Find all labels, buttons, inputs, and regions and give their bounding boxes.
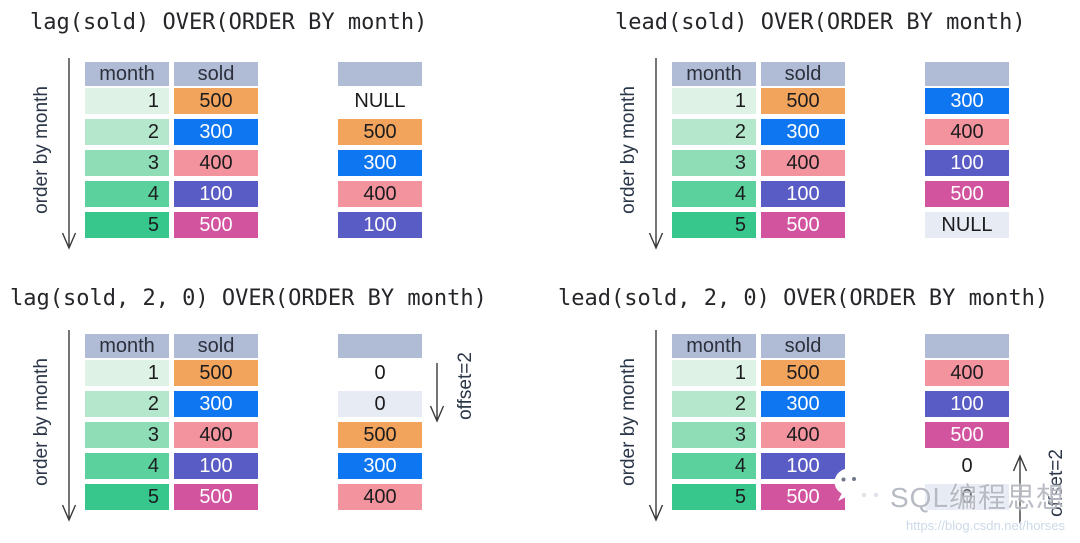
result-cell: 0 (961, 455, 973, 477)
sold-cell: 500 (761, 212, 845, 238)
result-cell: 400 (925, 360, 1009, 386)
panel-title: lead(sold) OVER(ORDER BY month) (615, 10, 1026, 35)
month-cell: 1 (672, 360, 756, 386)
sold-cell: 400 (174, 422, 258, 448)
sold-cell: 500 (761, 484, 845, 510)
month-cell: 5 (85, 212, 169, 238)
month-cell: 3 (672, 150, 756, 176)
month-cell: 1 (85, 88, 169, 114)
wechat-icon (834, 468, 888, 520)
order-by-month-label: order by month (31, 86, 52, 214)
result-cell: 300 (925, 88, 1009, 114)
order-by-month-label: order by month (618, 86, 639, 214)
month-cell: 5 (85, 484, 169, 510)
result-cell: 100 (925, 391, 1009, 417)
month-cell: 2 (85, 391, 169, 417)
sold-cell: 300 (761, 391, 845, 417)
sold-cell: 500 (174, 484, 258, 510)
down-arrow-icon (61, 330, 77, 522)
offset-down-arrow-icon (429, 363, 445, 423)
sold-cell: 400 (761, 422, 845, 448)
month-cell: 5 (672, 484, 756, 510)
column-header-month: month (85, 62, 169, 86)
month-cell: 3 (672, 422, 756, 448)
result-cell: 400 (338, 181, 422, 207)
month-cell: 4 (85, 181, 169, 207)
sold-cell: 100 (761, 181, 845, 207)
order-by-month-label: order by month (618, 358, 639, 486)
month-cell: 5 (672, 212, 756, 238)
month-cell: 4 (672, 453, 756, 479)
panel-lead-offset2: lead(sold, 2, 0) OVER(ORDER BY month) or… (540, 272, 1080, 543)
month-cell: 4 (672, 181, 756, 207)
month-cell: 1 (672, 88, 756, 114)
panel-lead-default: lead(sold) OVER(ORDER BY month) order by… (540, 0, 1080, 271)
result-cell: 0 (925, 484, 1009, 510)
result-cell: 500 (338, 119, 422, 145)
result-cell: 500 (338, 422, 422, 448)
panel-title: lag(sold, 2, 0) OVER(ORDER BY month) (10, 286, 487, 311)
column-header-month: month (672, 334, 756, 358)
result-cell: 300 (338, 453, 422, 479)
result-cell: 0 (338, 391, 422, 417)
result-column-header (338, 62, 422, 86)
sold-cell: 400 (174, 150, 258, 176)
sold-cell: 100 (174, 181, 258, 207)
month-cell: 1 (85, 360, 169, 386)
result-column-header (925, 334, 1009, 358)
result-cell: 100 (925, 150, 1009, 176)
result-column-header (338, 334, 422, 358)
offset-up-arrow-icon (1012, 454, 1028, 523)
down-arrow-icon (648, 58, 664, 250)
result-cell: 500 (925, 181, 1009, 207)
result-column-header (925, 62, 1009, 86)
result-cell: 100 (338, 212, 422, 238)
result-cell: 500 (925, 422, 1009, 448)
offset-label: offset=2 (455, 352, 476, 420)
column-header-sold: sold (174, 334, 258, 358)
panel-title: lag(sold) OVER(ORDER BY month) (30, 10, 428, 35)
panel-lag-default: lag(sold) OVER(ORDER BY month) order by … (0, 0, 540, 271)
month-cell: 4 (85, 453, 169, 479)
column-header-sold: sold (174, 62, 258, 86)
result-cell: 300 (338, 150, 422, 176)
watermark-url-text: https://blog.csdn.net/horses (906, 518, 1065, 533)
column-header-sold: sold (761, 62, 845, 86)
month-cell: 3 (85, 422, 169, 448)
down-arrow-icon (648, 330, 664, 522)
sold-cell: 300 (174, 391, 258, 417)
result-cell: 400 (338, 484, 422, 510)
sold-cell: 500 (761, 360, 845, 386)
result-cell: 400 (925, 119, 1009, 145)
month-cell: 2 (672, 391, 756, 417)
sold-cell: 400 (761, 150, 845, 176)
sold-cell: 100 (761, 453, 845, 479)
column-header-sold: sold (761, 334, 845, 358)
order-by-month-label: order by month (31, 358, 52, 486)
down-arrow-icon (61, 58, 77, 250)
sold-cell: 500 (761, 88, 845, 114)
sold-cell: 500 (174, 88, 258, 114)
result-cell: 0 (374, 362, 386, 384)
month-cell: 2 (85, 119, 169, 145)
month-cell: 2 (672, 119, 756, 145)
sold-cell: 500 (174, 360, 258, 386)
month-cell: 3 (85, 150, 169, 176)
sold-cell: 100 (174, 453, 258, 479)
sold-cell: 300 (761, 119, 845, 145)
sold-cell: 300 (174, 119, 258, 145)
column-header-month: month (85, 334, 169, 358)
column-header-month: month (672, 62, 756, 86)
result-cell: NULL (925, 212, 1009, 238)
panel-lag-offset2: lag(sold, 2, 0) OVER(ORDER BY month) ord… (0, 272, 540, 543)
watermark-brand-text: SQL编程思想 (890, 482, 1066, 513)
result-cell: NULL (354, 90, 406, 112)
sold-cell: 500 (174, 212, 258, 238)
panel-title: lead(sold, 2, 0) OVER(ORDER BY month) (558, 286, 1049, 311)
